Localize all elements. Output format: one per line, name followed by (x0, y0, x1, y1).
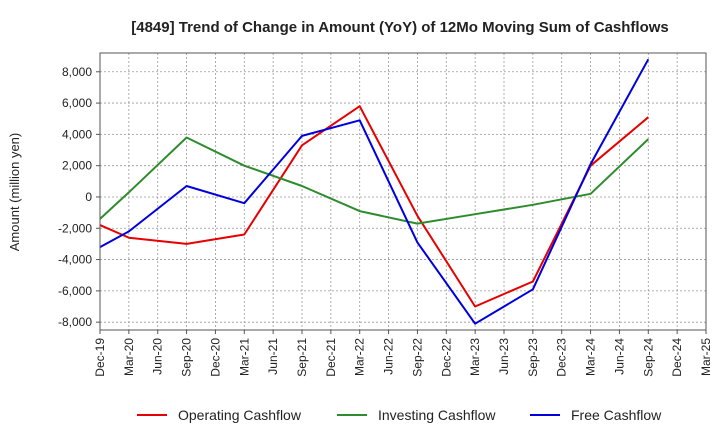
x-tick-label: Mar-23 (468, 338, 482, 376)
legend: Operating Cashflow Investing Cashflow Free… (137, 407, 662, 423)
x-tick-label: Mar-25 (699, 338, 713, 376)
x-tick-label: Mar-21 (237, 338, 251, 376)
x-tick-label: Jun-21 (266, 338, 280, 375)
series-lines (99, 58, 650, 325)
x-tick-label: Dec-23 (555, 338, 569, 377)
y-tick-label: 4,000 (62, 127, 92, 141)
y-tick-label: 0 (85, 190, 92, 204)
y-tick-label: 2,000 (62, 159, 92, 173)
grid (99, 53, 707, 330)
y-tick-label: 8,000 (62, 65, 92, 79)
x-tick-label: Dec-24 (670, 338, 684, 377)
y-tick-label: -2,000 (58, 221, 92, 235)
legend-label: Free Cashflow (571, 407, 662, 423)
x-tick-label: Dec-19 (93, 338, 107, 377)
x-tick-label: Sep-22 (410, 338, 424, 377)
x-tick-label: Mar-22 (353, 338, 367, 376)
y-tick-label: -4,000 (58, 253, 92, 267)
y-axis-ticks: -8,000 -6,000 -4,000 -2,000 0 2,000 4,000 6,000… (58, 65, 100, 329)
x-tick-label: Mar-24 (584, 338, 598, 376)
x-tick-label: Sep-20 (180, 338, 194, 377)
x-tick-label: Sep-21 (295, 338, 309, 377)
y-axis-label: Amount (million yen) (7, 133, 22, 252)
x-tick-label: Sep-24 (641, 338, 655, 377)
x-tick-label: Dec-21 (324, 338, 338, 377)
x-tick-label: Jun-23 (497, 338, 511, 375)
x-tick-label: Dec-22 (439, 338, 453, 377)
x-tick-label: Jun-24 (612, 338, 626, 375)
legend-label: Operating Cashflow (178, 407, 302, 423)
chart-title: [4849] Trend of Change in Amount (YoY) o… (131, 19, 669, 36)
x-tick-label: Mar-20 (122, 338, 136, 376)
y-tick-label: 6,000 (62, 96, 92, 110)
y-tick-label: -8,000 (58, 315, 92, 329)
x-tick-label: Jun-22 (382, 338, 396, 375)
legend-label: Investing Cashflow (378, 407, 496, 423)
series-line-free-cashflow (99, 58, 650, 325)
x-tick-label: Sep-23 (526, 338, 540, 377)
y-tick-label: -6,000 (58, 284, 92, 298)
series-line-operating-cashflow (99, 105, 649, 308)
x-axis-ticks: Dec-19 Mar-20 Jun-20 Sep-20 Dec-20 Mar-21 Jun-… (93, 330, 713, 377)
x-tick-label: Dec-20 (208, 338, 222, 377)
plot-frame (99, 52, 707, 331)
x-tick-label: Jun-20 (151, 338, 165, 375)
series-line-investing-cashflow (99, 136, 649, 225)
